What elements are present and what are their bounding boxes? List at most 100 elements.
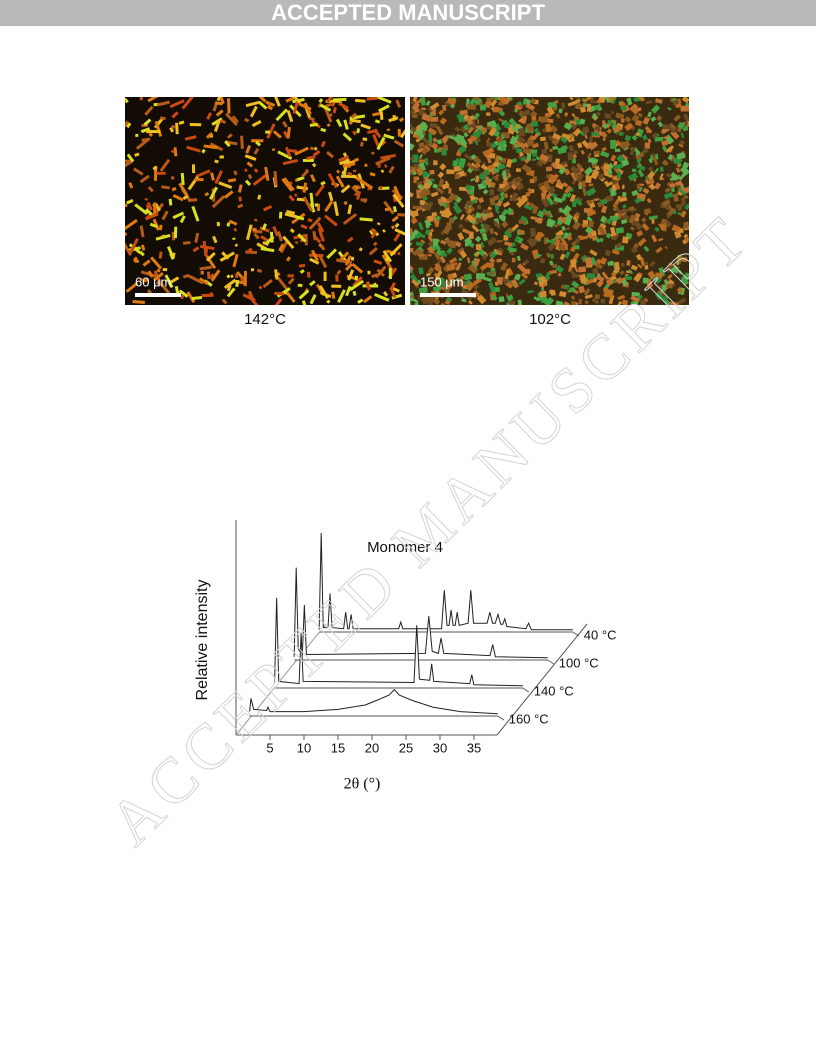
- crystal: [309, 122, 319, 127]
- crystal: [292, 98, 300, 115]
- crystal: [665, 145, 675, 154]
- crystal: [412, 248, 420, 257]
- crystal: [384, 207, 392, 212]
- crystal: [631, 189, 639, 197]
- crystal: [433, 298, 441, 305]
- crystal: [651, 234, 658, 243]
- crystal: [316, 222, 325, 233]
- crystal: [352, 290, 357, 297]
- crystal: [659, 166, 664, 172]
- crystal: [155, 281, 161, 286]
- crystal: [559, 290, 567, 298]
- crystal: [209, 292, 213, 297]
- crystal: [180, 294, 185, 300]
- crystal: [660, 224, 667, 231]
- crystal: [573, 97, 581, 99]
- crystal: [655, 98, 663, 104]
- crystal: [288, 194, 295, 202]
- crystal: [509, 251, 515, 255]
- crystal: [517, 228, 525, 236]
- crystal: [497, 139, 507, 147]
- crystal: [135, 133, 139, 138]
- crystal: [504, 269, 510, 279]
- crystal: [569, 97, 574, 101]
- crystal: [501, 215, 506, 222]
- crystal: [390, 225, 396, 230]
- crystal: [518, 151, 524, 157]
- crystal: [590, 158, 599, 165]
- crystal: [152, 218, 160, 231]
- crystal: [244, 179, 252, 186]
- crystal: [411, 126, 417, 133]
- crystal: [507, 246, 517, 253]
- crystal: [654, 226, 660, 232]
- crystal: [258, 100, 268, 110]
- crystal: [486, 126, 492, 130]
- crystal: [143, 277, 150, 283]
- crystal: [226, 274, 231, 279]
- crystal: [642, 277, 649, 284]
- crystal: [569, 269, 578, 278]
- crystal: [486, 236, 497, 247]
- crystal: [139, 225, 145, 238]
- crystal: [341, 164, 348, 178]
- crystal: [418, 286, 428, 295]
- crystal: [603, 170, 609, 174]
- crystal: [546, 212, 551, 217]
- crystal: [554, 238, 561, 246]
- crystal: [412, 97, 419, 102]
- crystal: [310, 174, 316, 183]
- crystal: [546, 252, 551, 259]
- crystal: [549, 239, 556, 245]
- crystal: [328, 113, 333, 118]
- crystal: [573, 266, 579, 273]
- crystal: [262, 278, 273, 289]
- crystal: [617, 294, 626, 301]
- crystal: [376, 222, 381, 226]
- crystal: [561, 216, 568, 222]
- crystal: [448, 187, 452, 194]
- crystal: [630, 226, 635, 231]
- crystal: [479, 104, 487, 111]
- crystal: [273, 297, 283, 305]
- crystal: [672, 193, 680, 202]
- crystal: [344, 262, 353, 272]
- crystal: [210, 172, 215, 181]
- crystal: [516, 255, 521, 262]
- crystal: [454, 157, 462, 165]
- crystal: [349, 279, 365, 292]
- crystal: [277, 230, 283, 242]
- crystal: [622, 184, 625, 190]
- crystal: [517, 136, 526, 145]
- crystal: [520, 115, 528, 124]
- crystal: [362, 284, 379, 288]
- crystal: [542, 210, 548, 216]
- crystal: [588, 183, 594, 187]
- crystal: [192, 246, 200, 253]
- crystal: [335, 118, 343, 128]
- crystal: [677, 255, 682, 262]
- crystal: [457, 145, 467, 154]
- crystal: [393, 185, 402, 201]
- crystal: [313, 146, 318, 151]
- crystal: [496, 277, 503, 285]
- crystal: [164, 274, 174, 289]
- crystal: [681, 256, 688, 263]
- crystal: [600, 199, 607, 204]
- label-tick: [522, 687, 530, 693]
- label-tick: [497, 715, 505, 721]
- crystal: [504, 97, 512, 105]
- crystal: [126, 198, 134, 205]
- crystal: [274, 291, 285, 296]
- crystal: [651, 104, 661, 114]
- crystal: [243, 270, 247, 287]
- crystal: [285, 97, 295, 103]
- crystal: [394, 222, 400, 228]
- crystal: [677, 212, 682, 216]
- crystal: [652, 275, 662, 285]
- crystal: [511, 157, 518, 164]
- crystal: [218, 181, 233, 189]
- crystal: [533, 127, 539, 133]
- crystal: [606, 128, 612, 134]
